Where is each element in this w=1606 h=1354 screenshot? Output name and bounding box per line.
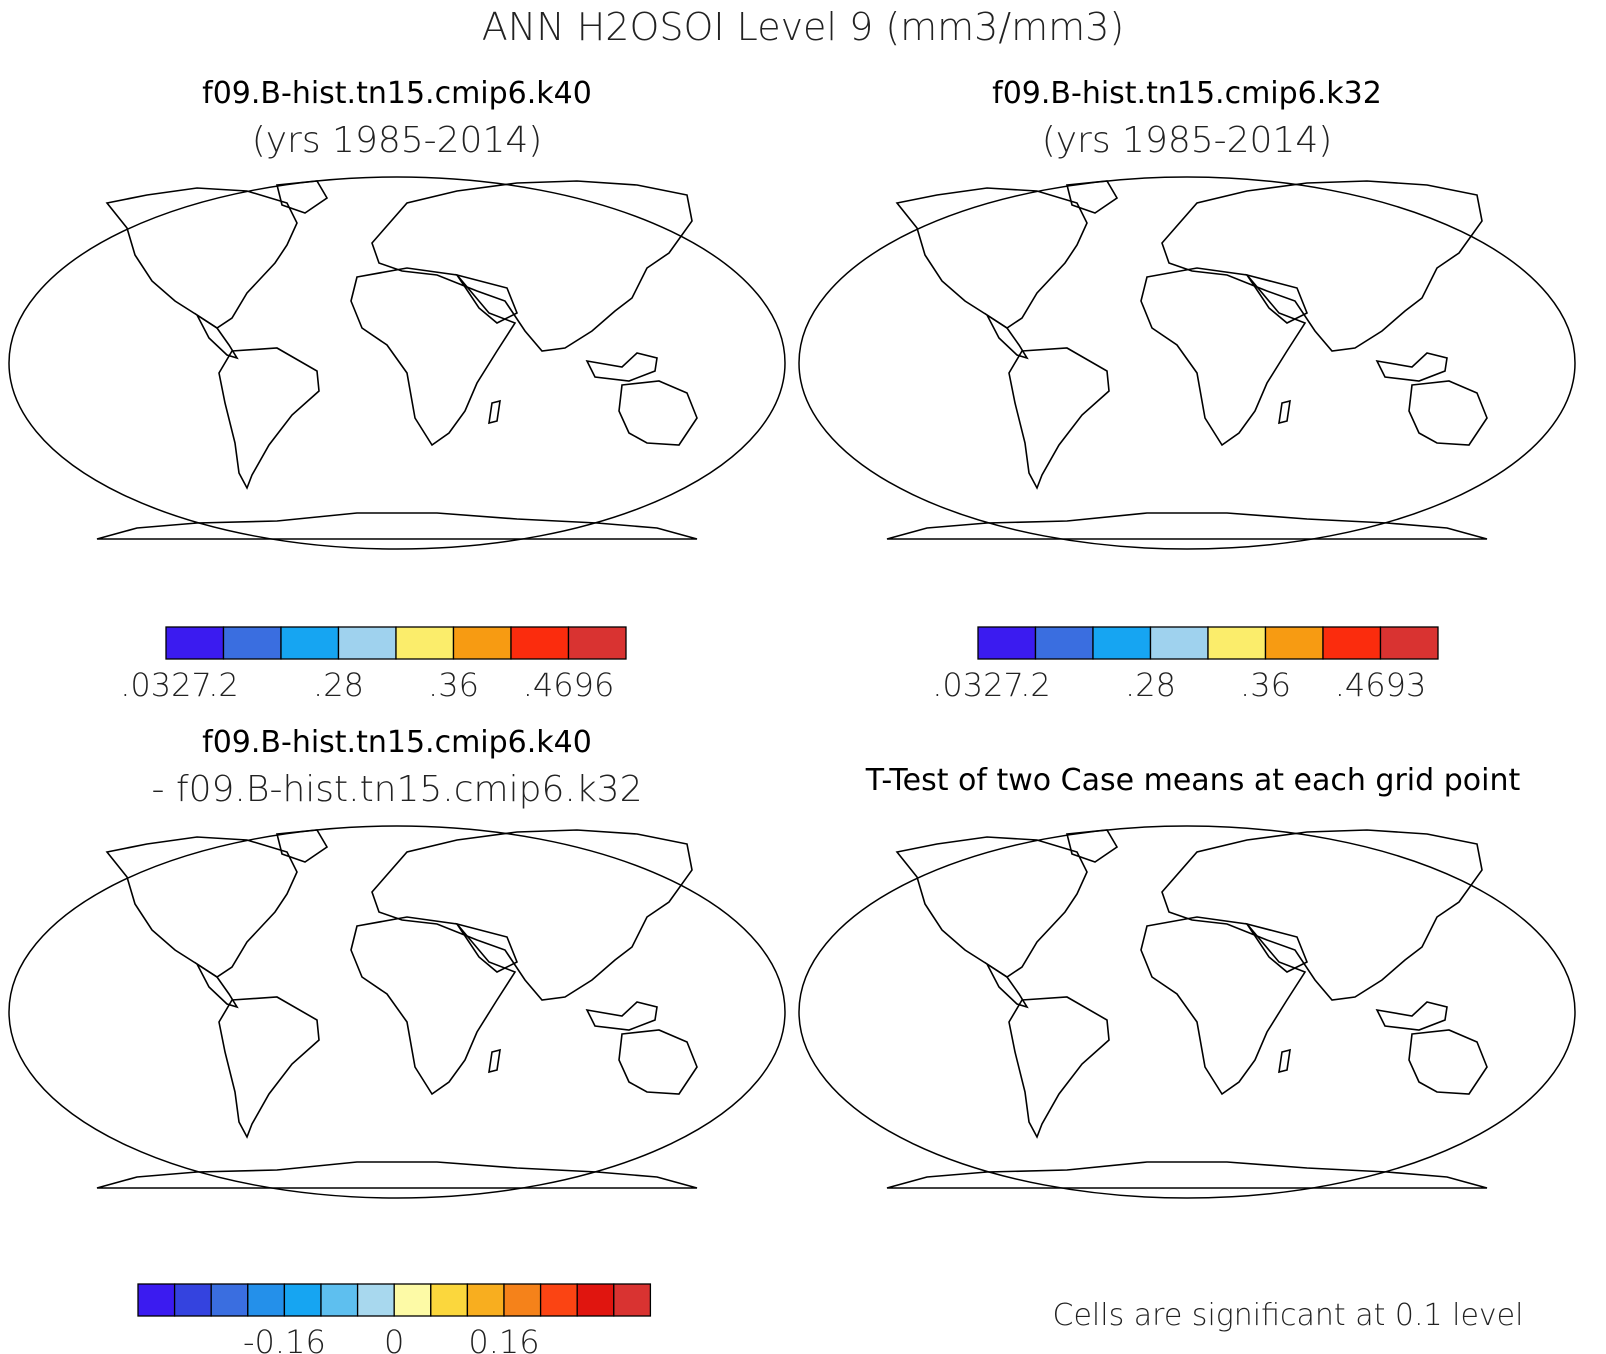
colorbar-tick-label: -0.16 <box>243 1323 326 1354</box>
colorbar-cell <box>452 626 512 660</box>
colorbar-cell <box>165 626 225 660</box>
panel-case1-title: f09.B-hist.tn15.cmip6.k40 <box>202 76 592 111</box>
colorbar-cell <box>1322 626 1382 660</box>
colorbar-tick-label: 0 <box>384 1323 404 1354</box>
colorbar-cell <box>337 626 397 660</box>
colorbar-cell <box>977 626 1037 660</box>
colorbar-cell <box>510 626 570 660</box>
colorbar-cell <box>539 1283 578 1317</box>
colorbar-cell <box>1092 626 1152 660</box>
colorbar-cell <box>280 626 340 660</box>
figure-title: ANN H2OSOI Level 9 (mm3/mm3) <box>482 5 1124 49</box>
panel-ttest: T-Test of two Case means at each grid po… <box>798 763 1576 1333</box>
panel-case2: f09.B-hist.tn15.cmip6.k32 (yrs 1985-2014… <box>798 76 1576 704</box>
colorbar-cell <box>466 1283 505 1317</box>
colorbar-tick-label: .36 <box>1240 666 1291 704</box>
colorbar-tick-label: .2 <box>1020 666 1051 704</box>
panel-diff-map <box>8 825 786 1199</box>
colorbar-cell <box>1207 626 1267 660</box>
colorbar-cell <box>210 1283 249 1317</box>
panel-case1-map <box>8 176 786 550</box>
panel-case2-map <box>798 176 1576 550</box>
colorbar-cell <box>567 626 627 660</box>
colorbar-tick-label: .36 <box>428 666 479 704</box>
colorbar-cell <box>1379 626 1439 660</box>
colorbar-cell <box>1034 626 1094 660</box>
colorbar-tick-label: .28 <box>313 666 364 704</box>
colorbar-cell <box>247 1283 286 1317</box>
panel-case1: f09.B-hist.tn15.cmip6.k40 (yrs 1985-2014… <box>8 76 786 704</box>
colorbar-tick-label: 0.16 <box>468 1323 539 1354</box>
colorbar-cell <box>173 1283 212 1317</box>
colorbar-cell <box>395 626 455 660</box>
colorbar-cell <box>222 626 282 660</box>
colorbar-tick-label: .4696 <box>523 666 615 704</box>
colorbar-cell <box>393 1283 432 1317</box>
colorbar-cell <box>1264 626 1324 660</box>
panel-case2-colorbar: .0327.2 .28 .36 .4693 <box>932 626 1439 704</box>
panel-case1-colorbar: .0327.2 .28 .36 .4696 <box>120 626 627 704</box>
colorbar-cell <box>613 1283 652 1317</box>
colorbar-cell <box>356 1283 395 1317</box>
panel-case2-title: f09.B-hist.tn15.cmip6.k32 <box>992 76 1382 111</box>
panel-diff-title: f09.B-hist.tn15.cmip6.k40 <box>202 725 592 760</box>
colorbar-tick-label: .4693 <box>1335 666 1427 704</box>
colorbar-cell <box>430 1283 469 1317</box>
colorbar-cell <box>283 1283 322 1317</box>
panel-case1-subtitle: (yrs 1985-2014) <box>252 120 543 161</box>
colorbar-tick-label: .28 <box>1125 666 1176 704</box>
panel-diff-subtitle: - f09.B-hist.tn15.cmip6.k32 <box>152 769 643 810</box>
colorbar-cell <box>1149 626 1209 660</box>
panel-ttest-map <box>798 825 1576 1199</box>
colorbar-tick-label: .0327 <box>120 666 212 704</box>
panel-ttest-footer: Cells are significant at 0.1 level <box>1053 1298 1524 1333</box>
colorbar-tick-label: .2 <box>208 666 239 704</box>
panel-diff-colorbar: -0.16 0 0.16 <box>137 1283 652 1354</box>
colorbar-cell <box>576 1283 615 1317</box>
panel-diff: f09.B-hist.tn15.cmip6.k40 - f09.B-hist.t… <box>8 725 786 1354</box>
colorbar-cell <box>137 1283 176 1317</box>
colorbar-cell <box>503 1283 542 1317</box>
colorbar-tick-label: .0327 <box>932 666 1024 704</box>
colorbar-cell <box>320 1283 359 1317</box>
panel-case2-subtitle: (yrs 1985-2014) <box>1042 120 1333 161</box>
panel-ttest-title: T-Test of two Case means at each grid po… <box>865 763 1521 798</box>
